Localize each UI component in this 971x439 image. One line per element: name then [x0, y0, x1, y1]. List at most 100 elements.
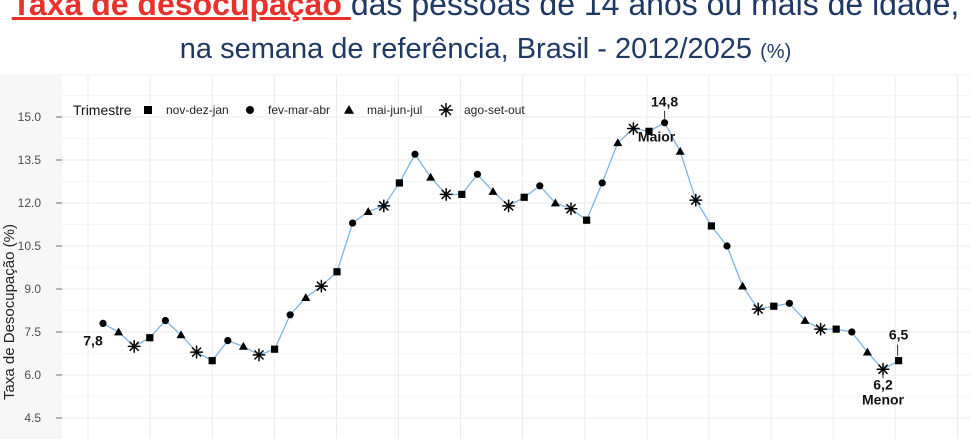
marker-circle	[286, 311, 294, 319]
y-tick-label: 6.0	[24, 368, 41, 382]
marker-asterisk	[190, 345, 204, 359]
legend-label: nov-dez-jan	[166, 103, 229, 117]
y-axis-label: Taxa de Desocupação (%)	[1, 224, 18, 400]
y-tick-label: 15.0	[18, 110, 42, 124]
y-tick-label: 13.5	[18, 153, 42, 167]
asterisk-stroke	[191, 347, 202, 357]
asterisk-stroke	[566, 203, 576, 214]
asterisk-stroke	[378, 201, 389, 211]
marker-asterisk	[377, 199, 391, 213]
marker-square	[458, 190, 466, 198]
marker-triangle	[488, 187, 498, 195]
marker-triangle	[862, 347, 872, 356]
y-tick-label: 4.5	[24, 411, 41, 425]
marker-square	[832, 325, 840, 333]
legend-label: ago-set-out	[464, 103, 525, 117]
marker-square	[146, 334, 154, 342]
marker-triangle	[344, 105, 354, 114]
marker-triangle	[363, 207, 373, 215]
y-axis-ticks: 4.5 6.0 7.5 9.0 10.5 12.0 13.5 15.0	[18, 110, 62, 425]
asterisk-stroke	[254, 350, 264, 360]
marker-triangle	[613, 138, 623, 147]
legend-label: mai-jun-jul	[367, 103, 422, 117]
y-tick-label: 7.5	[24, 325, 41, 339]
asterisk-stroke	[440, 104, 452, 116]
marker-circle	[224, 337, 232, 345]
asterisk-stroke	[316, 281, 327, 291]
marker-triangle	[426, 172, 436, 181]
asterisk-stroke	[690, 195, 701, 205]
marker-square	[271, 345, 279, 353]
marker-triangle	[176, 330, 186, 339]
marker-circle	[161, 316, 169, 325]
grid-lines	[62, 76, 971, 439]
plot-panel	[62, 76, 971, 439]
marker-square	[895, 357, 903, 365]
marker-asterisk	[314, 279, 328, 293]
marker-circle	[349, 219, 357, 227]
annotation-label: 14,8	[651, 94, 678, 110]
asterisk-stroke	[441, 189, 452, 200]
title-line2-text: na semana de referência, Brasil - 2012/2…	[179, 33, 761, 65]
marker-triangle	[800, 316, 810, 324]
chart-title-line1: Taxa de desocupação das pessoas de 14 an…	[0, 0, 971, 22]
marker-triangle	[114, 327, 124, 336]
marker-square	[395, 179, 403, 187]
marker-circle	[99, 319, 107, 327]
marker-triangle	[738, 281, 748, 290]
annotation-label: 6,2	[873, 376, 893, 392]
marker-asterisk	[127, 339, 141, 353]
marker-circle	[473, 170, 481, 178]
annotation-label: 6,5	[889, 327, 909, 343]
legend: Trimestre nov-dez-jan fev-mar-abr mai-jun-…	[73, 102, 525, 118]
marker-asterisk	[252, 348, 266, 362]
marker-circle	[723, 242, 731, 250]
y-tick-label: 9.0	[24, 282, 41, 296]
marker-circle	[536, 182, 544, 190]
marker-circle	[848, 328, 856, 336]
title-rest: das pessoas de 14 anos ou mais de idade,	[350, 0, 960, 22]
marker-asterisk	[751, 302, 765, 316]
marker-square	[520, 193, 528, 201]
marker-asterisk	[689, 193, 703, 207]
marker-asterisk	[814, 322, 828, 336]
marker-circle	[661, 119, 669, 127]
annotation-label: Maior	[638, 129, 676, 145]
marker-square	[645, 127, 653, 135]
y-tick-label: 12.0	[18, 196, 42, 210]
annotation-label: Menor	[862, 391, 905, 407]
marker-circle	[598, 179, 606, 187]
marker-triangle	[675, 146, 685, 155]
marker-triangle	[550, 198, 560, 207]
marker-asterisk	[438, 102, 454, 118]
marker-circle	[411, 150, 419, 158]
title-unit: (%)	[760, 41, 792, 63]
unemployment-chart: 4.5 6.0 7.5 9.0 10.5 12.0 13.5 15.0 Taxa de Des…	[0, 74, 971, 439]
marker-asterisk	[876, 362, 890, 376]
y-tick-label: 10.5	[18, 239, 42, 253]
series-line	[102, 121, 899, 371]
marker-triangle	[238, 341, 248, 350]
marker-square	[144, 106, 152, 114]
legend-label: fev-mar-abr	[268, 103, 330, 117]
marker-asterisk	[564, 202, 578, 216]
marker-square	[208, 357, 216, 365]
asterisk-stroke	[815, 324, 826, 334]
legend-title: Trimestre	[73, 102, 132, 118]
marker-square	[333, 268, 341, 276]
annotation-label: 7,8	[83, 332, 103, 348]
chart-title-line2: na semana de referência, Brasil - 2012/2…	[0, 32, 971, 69]
data-markers	[99, 119, 903, 376]
header: Taxa de desocupação das pessoas de 14 an…	[0, 0, 971, 74]
asterisk-stroke	[503, 201, 514, 211]
marker-square	[583, 216, 591, 224]
asterisk-stroke	[129, 341, 140, 352]
marker-circle	[246, 106, 254, 114]
marker-triangle	[301, 293, 311, 301]
marker-square	[770, 302, 778, 310]
marker-asterisk	[502, 199, 516, 213]
title-highlight: Taxa de desocupação	[11, 0, 351, 22]
marker-asterisk	[626, 121, 640, 135]
marker-square	[707, 222, 715, 230]
marker-asterisk	[439, 187, 453, 201]
